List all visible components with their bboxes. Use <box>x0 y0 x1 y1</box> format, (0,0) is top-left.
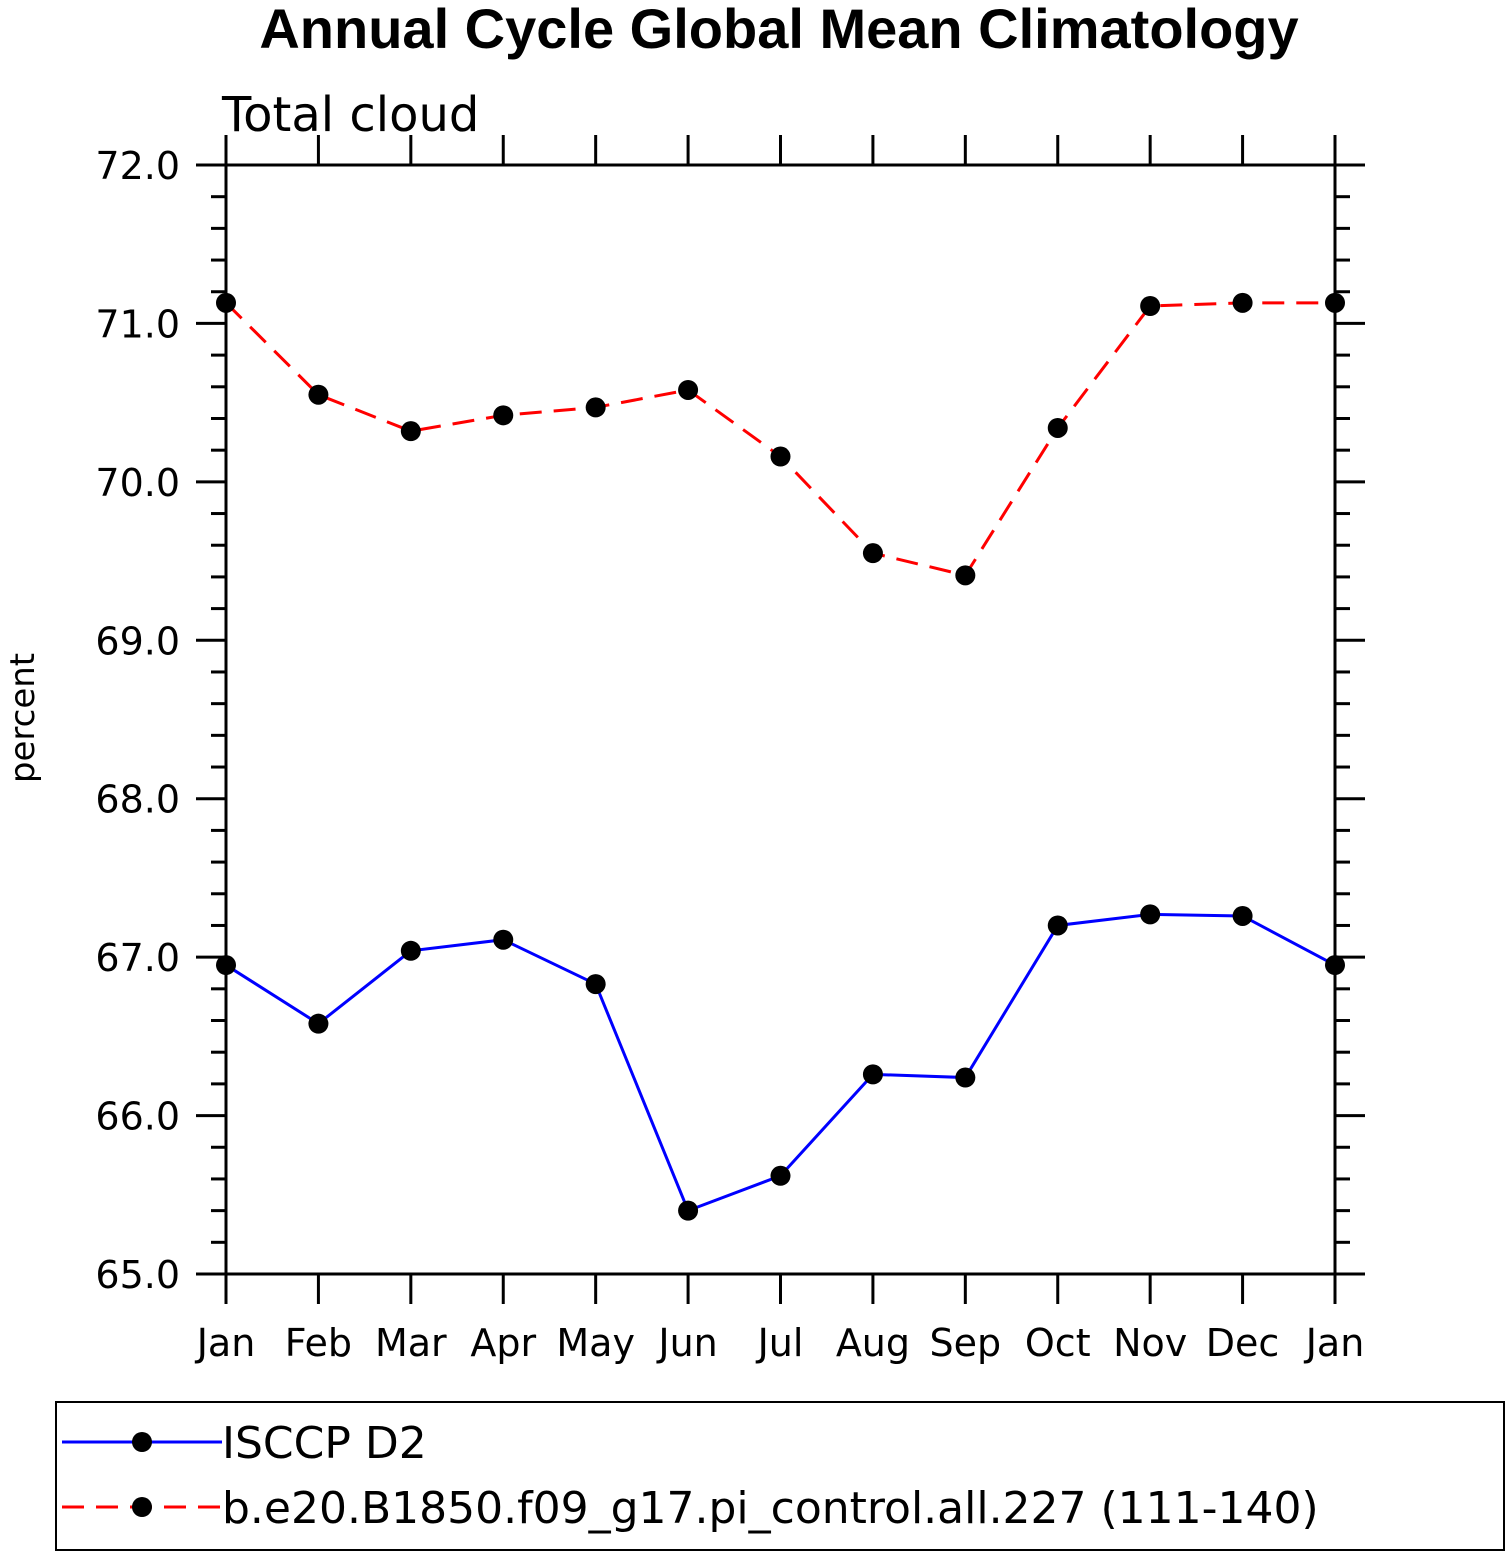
data-point <box>770 446 791 467</box>
data-point <box>493 929 514 950</box>
y-tick-label: 65.0 <box>95 1253 180 1297</box>
x-tick-label: Jul <box>756 1321 804 1365</box>
x-tick-label: May <box>556 1321 635 1365</box>
data-point <box>678 379 699 400</box>
legend-marker-0 <box>132 1432 152 1452</box>
chart-subtitle: Total cloud <box>221 87 479 143</box>
x-tick-label: Mar <box>375 1321 447 1365</box>
x-tick-label: Jan <box>195 1321 256 1365</box>
y-tick-label: 71.0 <box>95 302 180 346</box>
data-point <box>862 1064 883 1085</box>
x-tick-label: Apr <box>470 1321 536 1365</box>
y-tick-label: 67.0 <box>95 936 180 980</box>
data-point <box>955 565 976 586</box>
x-tick-label: Aug <box>836 1321 910 1365</box>
y-tick-label: 72.0 <box>95 144 180 188</box>
legend-marker-1 <box>132 1497 152 1517</box>
data-point <box>1047 915 1068 936</box>
axis-ticks: 65.0 66.0 67.0 68.0 69.0 70.0 71.0 72.0 Jan Feb Ma… <box>95 135 1365 1365</box>
series-line-1 <box>224 301 1335 578</box>
x-tick-label: Feb <box>285 1321 352 1365</box>
data-point <box>1140 904 1161 925</box>
data-point <box>1325 955 1345 976</box>
data-point <box>400 940 421 961</box>
data-point <box>1140 296 1161 317</box>
data-point <box>955 1067 976 1088</box>
data-point <box>216 955 236 976</box>
legend-box <box>55 1401 1505 1551</box>
legend: ISCCP D2 b.e20.B1850.f09_g17.pi_control.a… <box>62 1418 1319 1534</box>
data-point <box>862 543 883 564</box>
data-point <box>1232 905 1253 926</box>
data-point <box>585 974 606 995</box>
data-point <box>400 421 421 442</box>
x-tick-label: Jun <box>656 1321 717 1365</box>
x-tick-label: Dec <box>1206 1321 1280 1365</box>
legend-label-1: b.e20.B1850.f09_g17.pi_control.all.227 (… <box>222 1483 1319 1534</box>
x-tick-label: Sep <box>930 1321 1002 1365</box>
y-tick-label: 66.0 <box>95 1095 180 1139</box>
y-tick-label: 70.0 <box>95 461 180 505</box>
data-point <box>308 1013 329 1034</box>
x-tick-label: Nov <box>1113 1321 1187 1365</box>
data-point <box>585 397 606 418</box>
data-point <box>678 1200 699 1221</box>
x-tick-label: Jan <box>1304 1321 1365 1365</box>
y-tick-label: 69.0 <box>95 619 180 663</box>
data-point <box>493 405 514 426</box>
data-point <box>1232 292 1253 313</box>
data-point <box>216 292 236 313</box>
data-point <box>1047 417 1068 438</box>
series-layer <box>216 292 1345 1221</box>
y-tick-label: 68.0 <box>95 778 180 822</box>
x-tick-label: Oct <box>1025 1321 1091 1365</box>
legend-label-0: ISCCP D2 <box>222 1418 427 1469</box>
data-point <box>1325 292 1345 313</box>
data-point <box>770 1165 791 1186</box>
data-point <box>308 384 329 405</box>
y-axis-label: percent <box>3 653 43 783</box>
chart-title: Annual Cycle Global Mean Climatology <box>259 0 1298 60</box>
plot-frame <box>224 163 1337 1276</box>
